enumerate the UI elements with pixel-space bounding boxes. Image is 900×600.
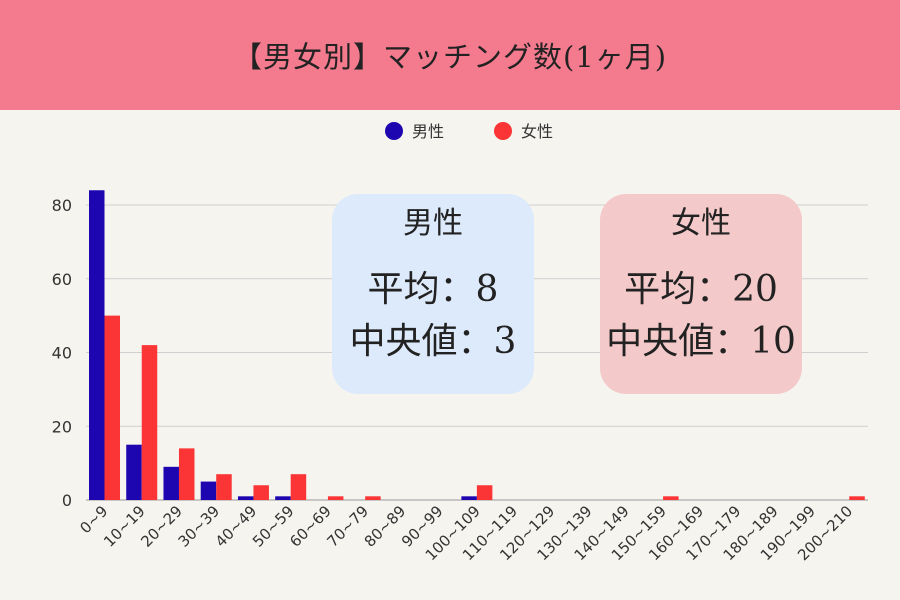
- bar-male: [237, 496, 254, 500]
- bar-female: [253, 485, 269, 500]
- bar-female: [849, 496, 865, 500]
- bar-female: [104, 315, 120, 500]
- bar-male: [163, 466, 179, 500]
- bar-female: [290, 474, 307, 500]
- y-tick-label: 20: [52, 417, 72, 436]
- chart-title: 【男女別】マッチング数(1ヶ月): [232, 40, 668, 74]
- legend-marker: [494, 122, 512, 140]
- y-tick-label: 60: [52, 270, 72, 289]
- y-tick-label: 80: [52, 196, 72, 215]
- male-stats-card: 男性 平均：8 中央値：3: [332, 194, 534, 394]
- bar-male: [461, 496, 477, 500]
- chart-header: 【男女別】マッチング数(1ヶ月): [0, 0, 900, 110]
- bar-female: [327, 496, 344, 500]
- female-card-title: 女性: [671, 206, 731, 241]
- bar-male: [275, 496, 291, 500]
- bar-female: [141, 345, 158, 500]
- legend-marker: [385, 122, 403, 140]
- male-card-title: 男性: [403, 206, 463, 241]
- legend-label: 女性: [521, 122, 553, 141]
- y-tick-label: 40: [52, 344, 72, 363]
- bar-female: [663, 496, 679, 500]
- bar-male: [126, 444, 142, 500]
- bar-male: [200, 481, 217, 500]
- y-tick-label: 0: [62, 491, 72, 510]
- bar-female: [476, 485, 493, 500]
- bar-male: [89, 190, 105, 500]
- bar-female: [216, 474, 232, 500]
- female-stats-card: 女性 平均：20 中央値：10: [600, 194, 802, 394]
- male-mean: 平均：8: [367, 269, 499, 310]
- male-median: 中央値：3: [349, 321, 517, 362]
- bar-female: [365, 496, 381, 500]
- female-mean: 平均：20: [624, 269, 778, 310]
- bar-female: [178, 448, 195, 500]
- legend-label: 男性: [412, 122, 444, 141]
- female-median: 中央値：10: [606, 321, 796, 362]
